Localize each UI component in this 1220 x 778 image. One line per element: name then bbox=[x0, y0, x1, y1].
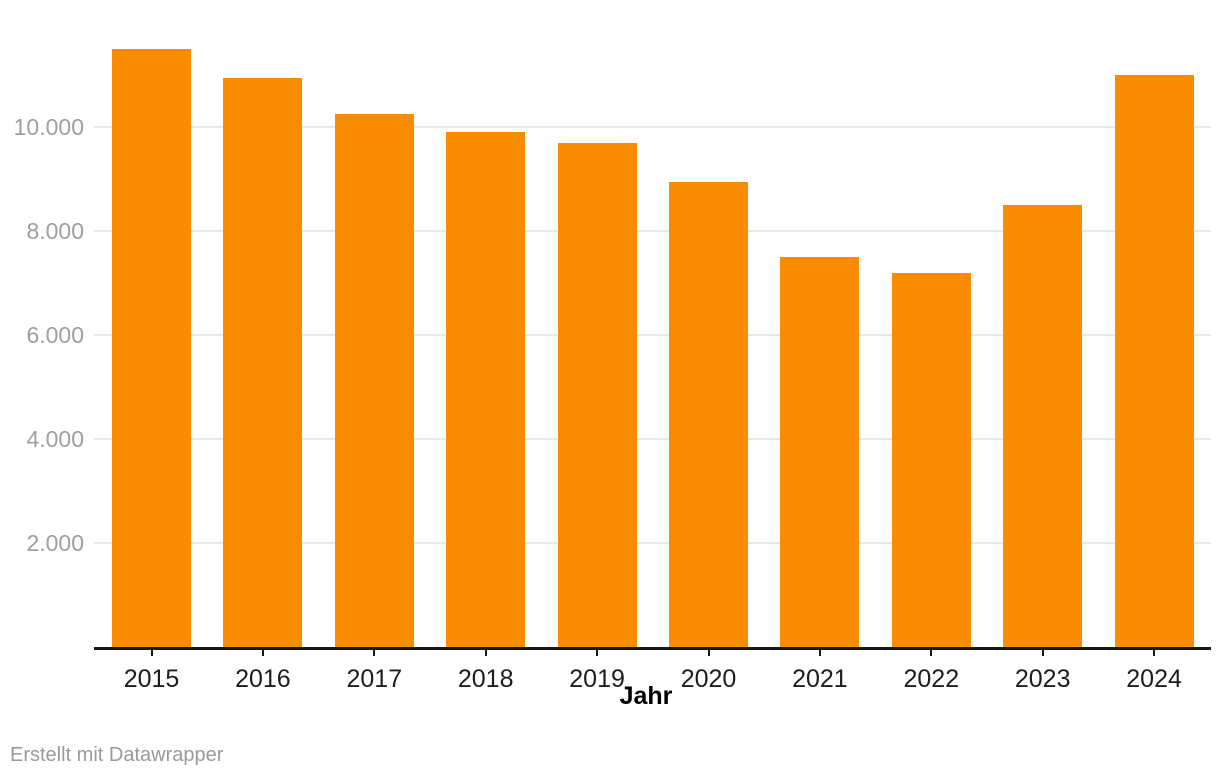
y-axis-tick-label: 4.000 bbox=[26, 426, 84, 452]
bar-2017[interactable] bbox=[334, 114, 414, 647]
bar-2019[interactable] bbox=[557, 142, 637, 647]
gridline-8000 bbox=[94, 230, 1211, 232]
y-axis-tick-label: 10.000 bbox=[13, 114, 84, 140]
x-axis-tick-label: 2017 bbox=[346, 665, 403, 693]
x-axis-tick bbox=[150, 649, 153, 656]
y-axis-tick-label: 8.000 bbox=[26, 218, 84, 244]
x-axis-tick-label: 2021 bbox=[792, 665, 848, 693]
gridline-10000 bbox=[94, 126, 1211, 128]
bar-2022[interactable] bbox=[891, 272, 971, 647]
gridline-2000 bbox=[94, 542, 1211, 544]
bar-2021[interactable] bbox=[780, 257, 860, 647]
x-axis-line bbox=[94, 647, 1211, 650]
x-axis-tick bbox=[930, 649, 933, 656]
gridline-4000 bbox=[94, 438, 1211, 440]
x-axis-tick-label: 2015 bbox=[123, 665, 180, 693]
bar-2024[interactable] bbox=[1114, 75, 1194, 647]
y-axis-tick-label: 2.000 bbox=[26, 530, 84, 556]
x-axis-tick-label: 2022 bbox=[903, 665, 960, 693]
bar-2020[interactable] bbox=[669, 181, 748, 647]
bar-2015[interactable] bbox=[112, 49, 191, 647]
x-axis-tick bbox=[1153, 649, 1156, 656]
x-axis-tick bbox=[373, 649, 376, 656]
bar-2016[interactable] bbox=[223, 77, 303, 647]
x-axis-tick-label: 2020 bbox=[680, 665, 737, 693]
x-axis-tick bbox=[818, 649, 821, 656]
attribution-text: Erstellt mit Datawrapper bbox=[10, 744, 224, 766]
x-axis-tick-label: 2019 bbox=[569, 665, 625, 693]
x-axis-title: Jahr bbox=[619, 682, 673, 710]
x-axis-tick bbox=[707, 649, 710, 656]
x-axis-tick bbox=[484, 649, 487, 656]
x-axis-tick bbox=[261, 649, 264, 656]
gridline-6000 bbox=[94, 334, 1211, 336]
y-axis-tick-label: 6.000 bbox=[26, 322, 84, 348]
x-axis-tick bbox=[596, 649, 599, 656]
bar-2023[interactable] bbox=[1003, 205, 1083, 647]
x-axis-tick bbox=[1041, 649, 1044, 656]
x-axis-tick-label: 2016 bbox=[235, 665, 291, 693]
x-axis-tick-label: 2023 bbox=[1014, 665, 1071, 693]
x-axis-tick-label: 2024 bbox=[1126, 665, 1182, 693]
bar-2018[interactable] bbox=[446, 132, 526, 647]
x-axis-tick-label: 2018 bbox=[457, 665, 514, 693]
